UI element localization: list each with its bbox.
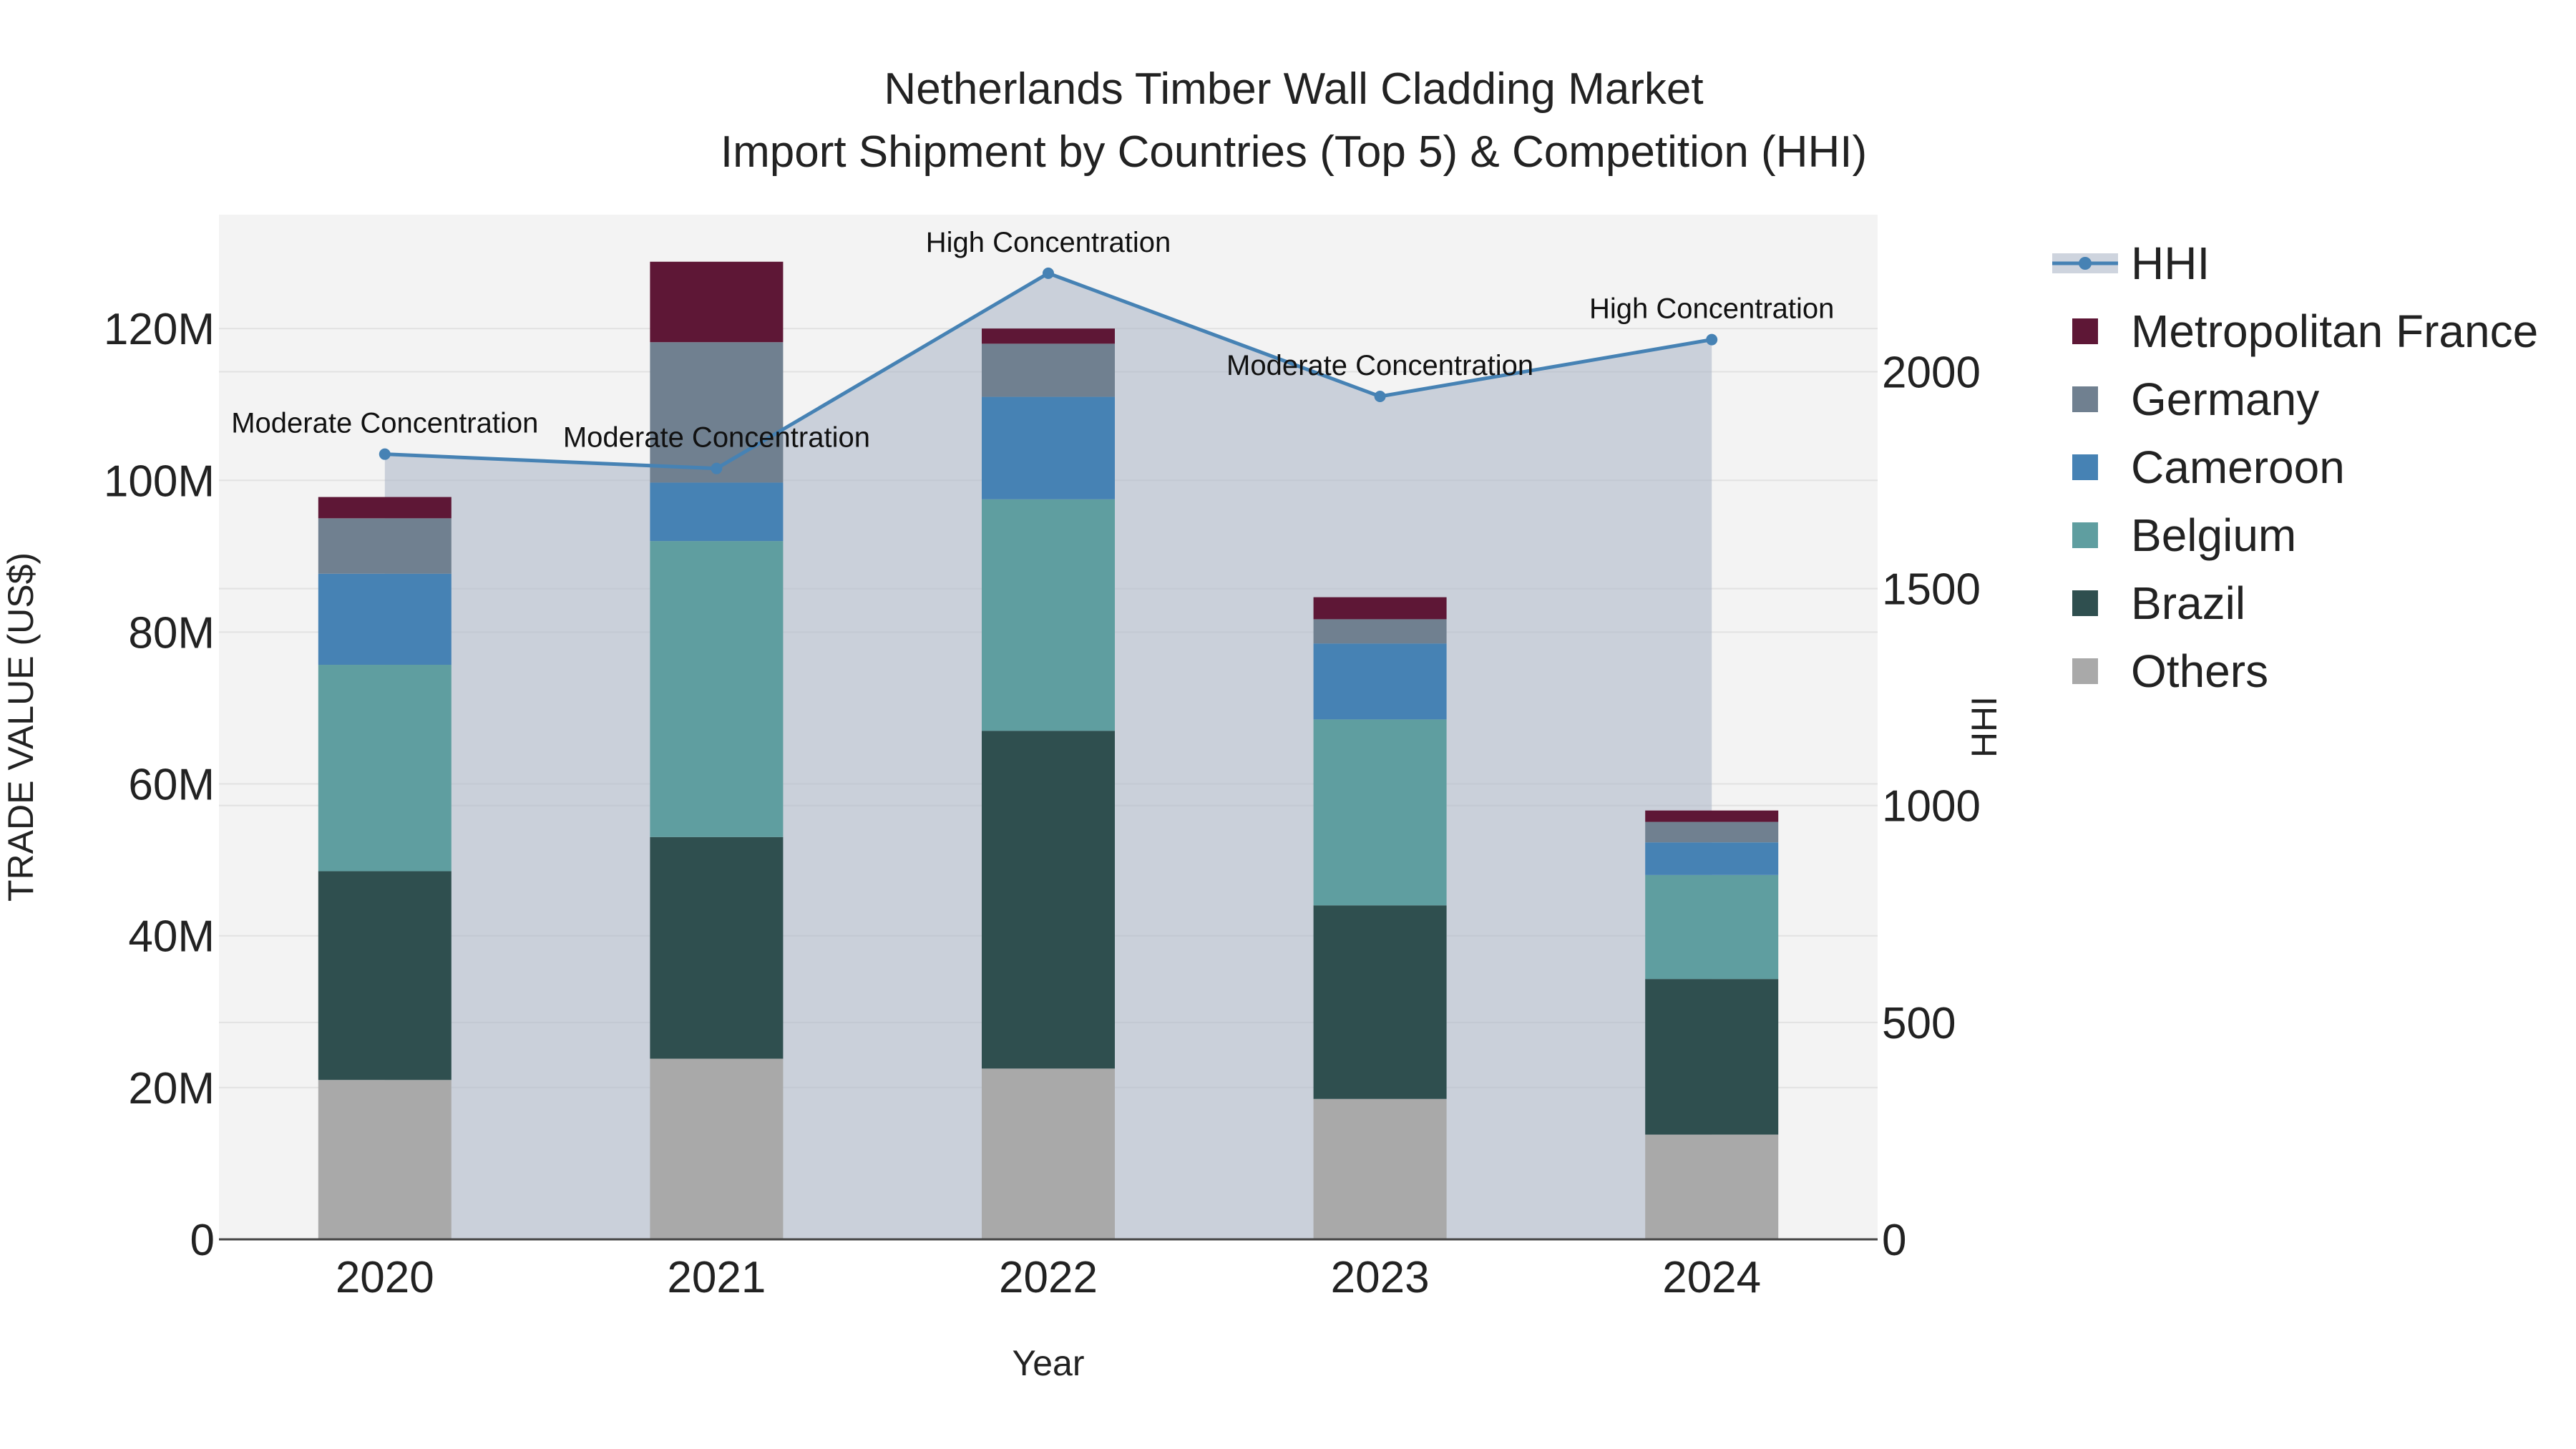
legend-swatch-brazil [2072, 590, 2098, 616]
y2-tick-label: 0 [1882, 1216, 1906, 1265]
bar-cameroon-2020 [318, 573, 452, 665]
y-tick-label: 120M [104, 305, 215, 354]
y2-tick-label: 1000 [1882, 782, 1981, 831]
bars [318, 261, 1779, 1239]
hhi-marker-2020 [379, 448, 391, 460]
chart-title-line1: Netherlands Timber Wall Cladding Market [884, 64, 1703, 114]
y-tick-label: 80M [128, 608, 215, 658]
y-tick-label: 60M [128, 761, 215, 810]
bar-belgium-2022 [982, 499, 1115, 731]
bar-brazil-2023 [1313, 905, 1447, 1099]
bar-brazil-2024 [1645, 979, 1779, 1135]
bar-germany-2023 [1313, 619, 1447, 644]
bar-belgium-2024 [1645, 874, 1779, 980]
x-tick-label: 2022 [999, 1253, 1098, 1302]
y-tick-label: 40M [128, 912, 215, 962]
hhi-annotation-2023: Moderate Concentration [1226, 350, 1533, 381]
legend-swatch-others [2072, 658, 2098, 684]
bar-germany-2022 [982, 343, 1115, 397]
legend-label-cameroon: Cameroon [2131, 441, 2345, 493]
y-axis-label: TRADE VALUE (US$) [1, 552, 41, 902]
bar-others-2020 [318, 1080, 452, 1239]
bar-cameroon-2023 [1313, 643, 1447, 720]
y-tick-label: 20M [128, 1064, 215, 1113]
hhi-marker-2024 [1706, 333, 1718, 346]
bar-brazil-2021 [650, 836, 784, 1059]
bar-cameroon-2022 [982, 396, 1115, 499]
hhi-annotation-2020: Moderate Concentration [231, 408, 538, 439]
bar-germany-2020 [318, 518, 452, 574]
legend-swatch-metropolitan-france [2072, 318, 2098, 344]
legend-label-hhi: HHI [2131, 238, 2210, 289]
hhi-marker-2023 [1374, 391, 1386, 403]
bar-metropolitan-france-2023 [1313, 597, 1447, 620]
bar-belgium-2020 [318, 665, 452, 872]
bar-cameroon-2024 [1645, 842, 1779, 875]
hhi-marker-2022 [1043, 267, 1054, 279]
legend-swatch-belgium [2072, 522, 2098, 548]
bar-belgium-2021 [650, 541, 784, 837]
y-axis-ticks: 0 20M 40M 60M 80M 100M 120M [104, 305, 215, 1265]
x-tick-label: 2021 [667, 1253, 766, 1302]
bar-germany-2021 [650, 342, 784, 483]
bar-metropolitan-france-2022 [982, 328, 1115, 344]
x-tick-label: 2024 [1662, 1253, 1761, 1302]
hhi-annotation-2021: Moderate Concentration [563, 422, 870, 454]
legend-swatch-cameroon [2072, 454, 2098, 480]
legend-swatch-marker-hhi [2079, 257, 2092, 270]
legend-label-metropolitan-france: Metropolitan France [2131, 306, 2538, 357]
legend-label-brazil: Brazil [2131, 577, 2245, 629]
bar-cameroon-2021 [650, 482, 784, 542]
legend: HHI Metropolitan France Germany Cameroon Bel… [2052, 238, 2538, 697]
bar-others-2023 [1313, 1098, 1447, 1239]
bar-metropolitan-france-2024 [1645, 810, 1779, 822]
bar-others-2021 [650, 1058, 784, 1239]
bar-metropolitan-france-2021 [650, 261, 784, 343]
y2-tick-label: 500 [1882, 999, 1956, 1048]
y2-tick-label: 1500 [1882, 565, 1981, 615]
y-tick-label: 0 [190, 1216, 215, 1265]
bar-brazil-2022 [982, 731, 1115, 1069]
legend-label-germany: Germany [2131, 374, 2319, 425]
bar-metropolitan-france-2020 [318, 497, 452, 519]
legend-swatch-germany [2072, 386, 2098, 412]
y-tick-label: 100M [104, 457, 215, 506]
y2-tick-label: 2000 [1882, 348, 1981, 397]
x-axis-ticks: 2020 2021 2022 2023 2024 [336, 1253, 1761, 1302]
x-tick-label: 2023 [1331, 1253, 1430, 1302]
bar-germany-2024 [1645, 821, 1779, 843]
y2-axis-label: HHI [1964, 696, 2004, 758]
chart-title-line2: Import Shipment by Countries (Top 5) & C… [721, 127, 1867, 177]
hhi-marker-2021 [711, 462, 723, 474]
hhi-annotation-2024: High Concentration [1589, 293, 1834, 325]
legend-label-others: Others [2131, 645, 2268, 697]
bar-others-2022 [982, 1068, 1115, 1239]
hhi-line: Moderate Concentration Moderate Concentra… [231, 227, 1834, 474]
legend-label-belgium: Belgium [2131, 509, 2296, 561]
x-axis-label: Year [1012, 1343, 1084, 1383]
hhi-annotation-2022: High Concentration [926, 227, 1171, 258]
bar-others-2024 [1645, 1134, 1779, 1239]
x-tick-label: 2020 [336, 1253, 434, 1302]
bar-brazil-2020 [318, 871, 452, 1080]
bar-belgium-2023 [1313, 719, 1447, 906]
y2-axis-ticks: 0 500 1000 1500 2000 [1882, 348, 1981, 1265]
